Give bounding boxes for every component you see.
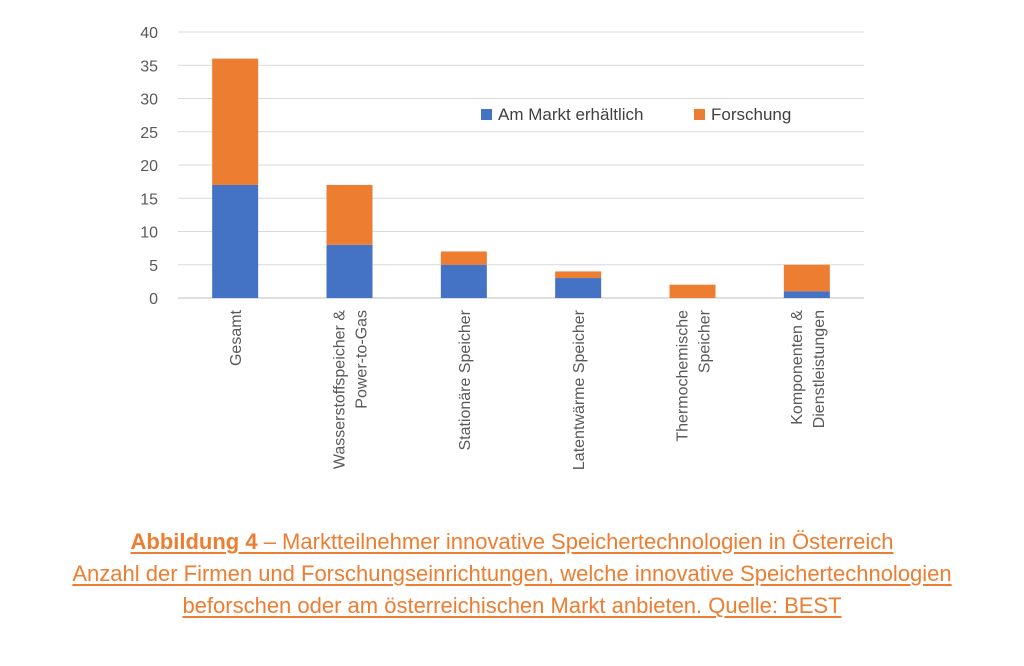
bar-market [783, 291, 830, 298]
caption-figure-number: Abbildung 4 [130, 529, 258, 554]
caption-line-2: Anzahl der Firmen und Forschungseinricht… [72, 561, 952, 586]
x-category-label: Wasserstoffspeicher & Power-to-Gas [332, 310, 371, 470]
bar-research [440, 251, 487, 265]
x-category-label-line: Thermochemische [675, 310, 692, 442]
x-category-label-line: Gesamt [228, 309, 245, 366]
x-category-label: Stationäre Speicher [457, 309, 474, 450]
y-tick-label: 5 [149, 258, 158, 275]
bar-research [783, 264, 830, 292]
x-category-label-line: Dienstleistungen [811, 310, 828, 428]
x-category-label-line: Wasserstoffspeicher & [332, 310, 349, 470]
caption-title: – Marktteilnehmer innovative Speichertec… [257, 529, 894, 554]
caption-line-1: Abbildung 4 – Marktteilnehmer innovative… [0, 526, 1024, 558]
x-category-label-line: Komponenten & [789, 310, 806, 425]
legend-label: Forschung [711, 105, 791, 124]
caption-line-3: beforschen oder am österreichischen Mark… [182, 593, 842, 618]
legend-label: Am Markt erhältlich [498, 105, 643, 124]
x-category-label-line: Latentwärme Speicher [571, 309, 588, 470]
y-tick-label: 40 [140, 25, 158, 42]
x-category-label: Gesamt [228, 309, 245, 366]
y-axis: 0 5 10 15 20 25 30 35 40 [140, 25, 158, 308]
bar-research [212, 58, 259, 185]
figure-caption: Abbildung 4 – Marktteilnehmer innovative… [0, 526, 1024, 622]
bar-market [326, 244, 373, 298]
bar-market [212, 184, 259, 298]
bar-research [555, 271, 602, 279]
x-category-label: Latentwärme Speicher [571, 309, 588, 470]
y-tick-label: 15 [140, 191, 158, 208]
bar-research [326, 184, 373, 245]
x-category-label-line: Stationäre Speicher [457, 309, 474, 450]
y-tick-label: 35 [140, 58, 158, 75]
x-category-label: Komponenten & Dienstleistungen [789, 310, 828, 429]
y-tick-label: 20 [140, 158, 158, 175]
legend: Am Markt erhältlich Forschung [481, 105, 791, 124]
bars [212, 58, 830, 298]
x-category-label: Thermochemische Speicher [675, 309, 714, 441]
legend-swatch [694, 109, 705, 120]
stacked-bar-chart: 0 5 10 15 20 25 30 35 40 Gesamt Wasserstoffspeich… [140, 25, 864, 470]
gridlines [178, 31, 864, 299]
bar-market [555, 278, 602, 298]
bar-research [669, 284, 716, 298]
y-tick-label: 30 [140, 92, 158, 109]
y-tick-label: 0 [149, 291, 158, 308]
y-tick-label: 10 [140, 225, 158, 242]
x-axis: Gesamt Wasserstoffspeicher & Power-to-Gas S… [228, 309, 828, 470]
legend-swatch [481, 109, 492, 120]
x-category-label-line: Power-to-Gas [354, 310, 371, 409]
bar-market [440, 264, 487, 298]
y-tick-label: 25 [140, 125, 158, 142]
x-category-label-line: Speicher [697, 309, 714, 373]
